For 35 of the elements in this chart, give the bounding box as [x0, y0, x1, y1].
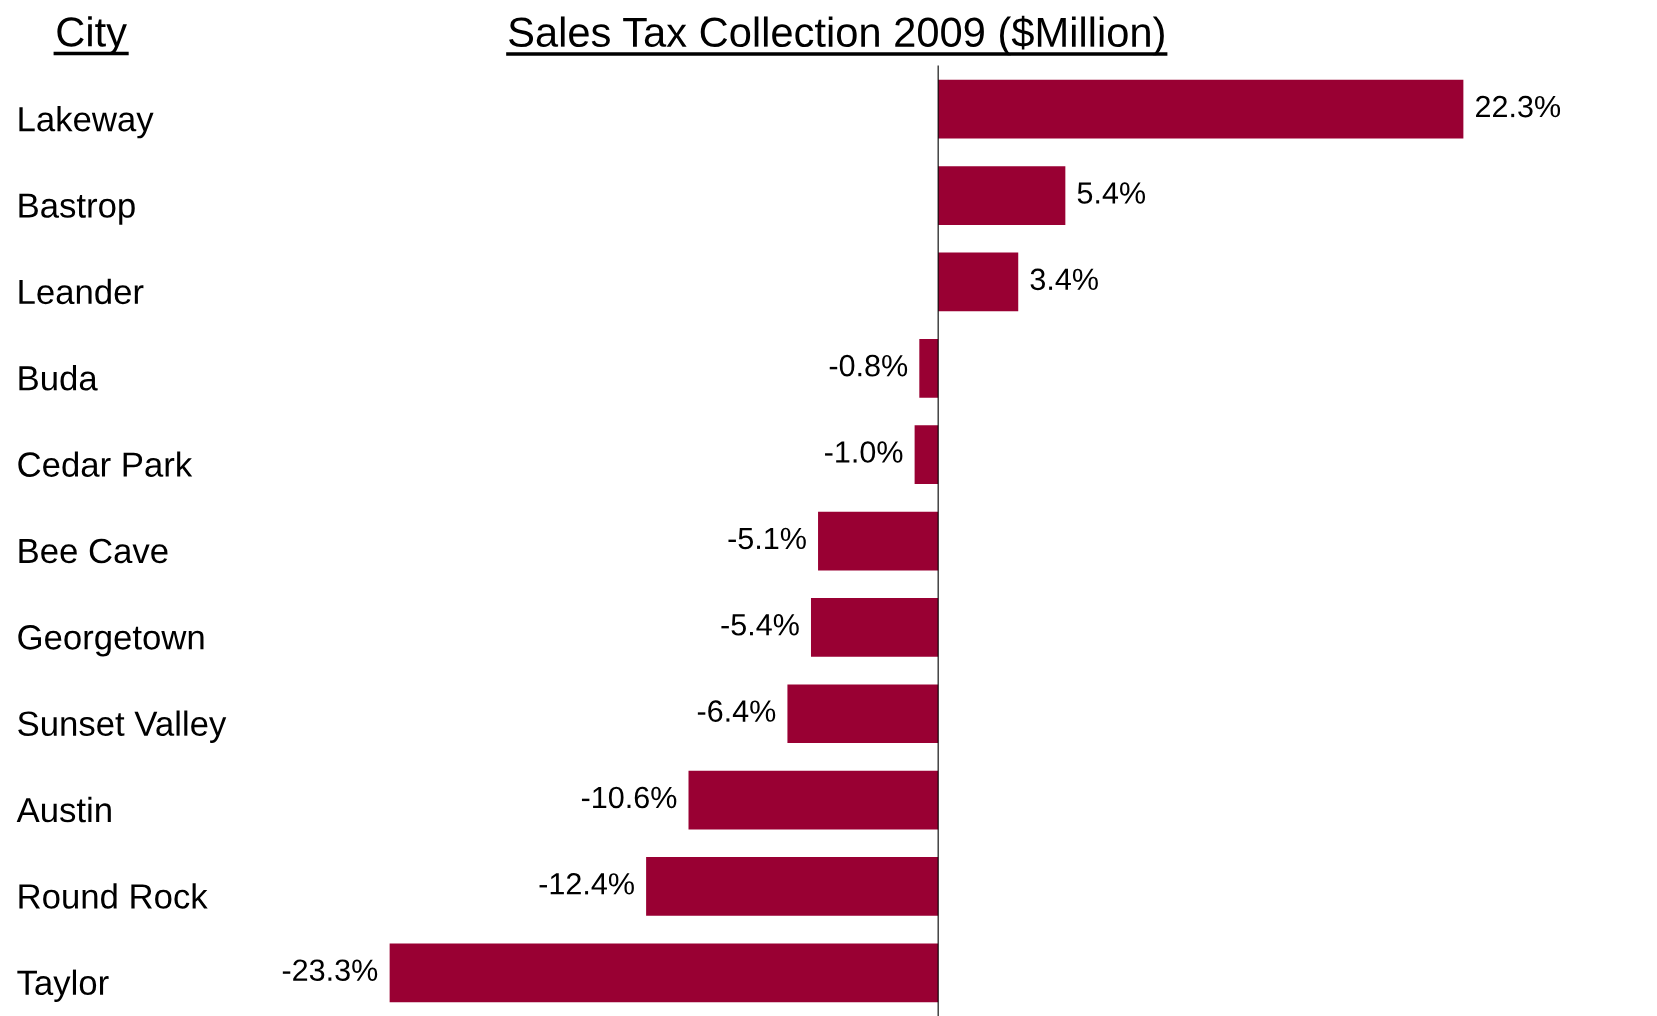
y-tick-label: Austin — [16, 796, 111, 823]
y-tick-label: Sunset Valley — [18, 710, 227, 743]
data-label: 22.3% — [1476, 95, 1561, 118]
y-tick-label: Round Rock — [19, 883, 208, 909]
bar — [938, 166, 1066, 225]
y-tick-label: Bee Cave — [19, 538, 168, 564]
data-label: -6.4% — [697, 700, 776, 722]
bar — [919, 338, 939, 398]
bar — [787, 684, 939, 744]
bar — [389, 943, 939, 1003]
bar — [914, 425, 939, 485]
y-tick-label: Lakeway — [19, 105, 154, 139]
y-tick-label: Leander — [19, 278, 144, 305]
data-label: -10.6% — [581, 786, 677, 809]
bar — [938, 252, 1019, 312]
data-label: -0.8% — [829, 354, 908, 377]
data-label: -5.1% — [728, 527, 806, 550]
bar — [810, 598, 939, 657]
data-label: 5.4% — [1077, 182, 1146, 204]
data-label: -23.3% — [282, 959, 378, 982]
bar — [688, 770, 939, 830]
bar — [646, 857, 939, 916]
bar — [938, 79, 1464, 139]
y-tick-label: Taylor — [17, 969, 109, 1002]
y-tick-label: Cedar Park — [18, 451, 193, 477]
y-axis-title: City — [57, 16, 127, 55]
y-tick-label: Georgetown — [18, 625, 204, 657]
bar — [818, 511, 939, 571]
y-tick-label: Bastrop — [19, 193, 135, 225]
data-label: -12.4% — [539, 873, 634, 895]
data-label: -5.4% — [721, 614, 799, 636]
y-tick-label: Buda — [19, 365, 98, 391]
chart-title: Sales Tax Collection 2009 ($Million) — [509, 15, 1164, 56]
data-label: 3.4% — [1030, 268, 1098, 291]
data-label: -1.0% — [825, 441, 903, 463]
